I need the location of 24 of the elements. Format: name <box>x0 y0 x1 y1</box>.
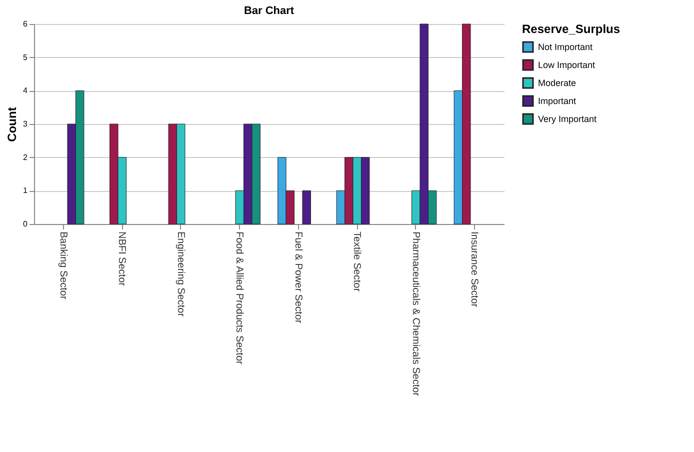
x-tick-label: NBFI Sector <box>116 232 128 287</box>
y-tick-label: 3 <box>23 120 28 128</box>
x-tick-label: Food & Allied Products Sector <box>234 232 245 366</box>
legend-label: Moderate <box>538 78 576 88</box>
y-tick-label: 0 <box>23 220 28 228</box>
x-tick-label: Engineering Sector <box>174 232 186 318</box>
bar <box>302 190 311 224</box>
y-tick-label: 1 <box>23 186 28 196</box>
legend-label: Important <box>538 96 577 106</box>
y-tick-label: 4 <box>23 86 28 96</box>
legend-label: Not Important <box>538 42 594 52</box>
x-tick-label: Pharmaceuticals & Chemicals Sector <box>410 232 421 397</box>
y-tick-label: 5 <box>23 52 28 62</box>
chart-title: Bar Chart <box>244 5 294 17</box>
x-tick-label: Fuel & Power Sector <box>292 232 304 324</box>
legend-label: Low Important <box>538 60 596 70</box>
x-tick-label: Textile Sector <box>351 232 362 292</box>
x-tick-label: Insurance Sector <box>468 232 480 308</box>
x-tick-label: Banking Sector <box>57 232 68 300</box>
y-tick-label: 2 <box>23 152 28 162</box>
legend-title: Reserve_Surplus <box>522 22 620 36</box>
y-tick-label: 6 <box>23 20 28 28</box>
y-axis-title: Count <box>5 107 20 142</box>
legend-label: Very Important <box>538 114 598 124</box>
